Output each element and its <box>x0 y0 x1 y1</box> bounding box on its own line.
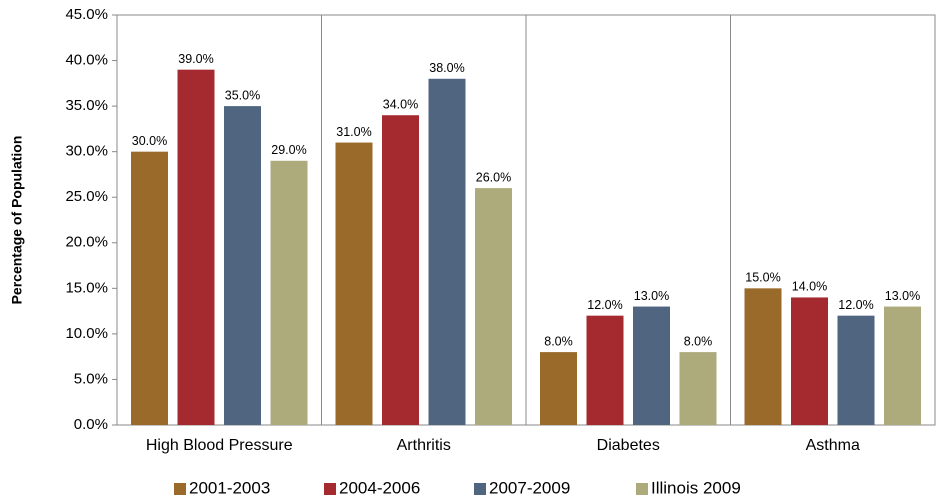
y-tick-label: 25.0% <box>65 188 108 205</box>
bar <box>679 352 717 425</box>
bar <box>382 115 419 425</box>
y-tick-label: 0.0% <box>74 416 108 433</box>
value-label: 38.0% <box>429 61 464 75</box>
bar <box>633 306 670 425</box>
bar <box>177 69 215 426</box>
y-tick-label: 45.0% <box>65 6 108 23</box>
value-label: 39.0% <box>178 52 213 66</box>
bar <box>586 315 624 425</box>
bar <box>744 288 782 425</box>
value-label: 26.0% <box>476 170 511 184</box>
y-tick-label: 35.0% <box>65 97 108 114</box>
x-tick-label: Arthritis <box>397 437 451 454</box>
bar <box>131 151 168 425</box>
y-tick-label: 30.0% <box>65 143 108 160</box>
y-axis-label: Percentage of Population <box>9 136 25 305</box>
value-label: 35.0% <box>225 88 260 102</box>
legend-label: 2007-2009 <box>489 478 570 497</box>
bar <box>540 352 577 425</box>
x-tick-label: Diabetes <box>597 437 660 454</box>
value-label: 29.0% <box>271 143 306 157</box>
legend-label: 2001-2003 <box>189 478 270 497</box>
value-label: 30.0% <box>132 134 167 148</box>
bar <box>884 306 921 425</box>
legend-swatch <box>324 483 336 495</box>
y-tick-label: 20.0% <box>65 234 108 251</box>
legend-label: 2004-2006 <box>339 478 420 497</box>
y-tick-label: 15.0% <box>65 279 108 296</box>
value-label: 8.0% <box>684 334 713 348</box>
value-label: 34.0% <box>383 98 418 112</box>
value-label: 15.0% <box>745 271 780 285</box>
value-label: 31.0% <box>336 125 371 139</box>
bar <box>270 160 308 425</box>
value-label: 8.0% <box>544 334 573 348</box>
y-tick-label: 5.0% <box>74 370 108 387</box>
bar <box>837 315 875 425</box>
legend-swatch <box>174 483 186 495</box>
value-label: 12.0% <box>587 298 622 312</box>
legend-label: Illinois 2009 <box>651 478 741 497</box>
bar <box>224 106 261 425</box>
bar <box>791 297 828 425</box>
y-tick-label: 40.0% <box>65 52 108 69</box>
x-tick-label: Asthma <box>806 437 860 454</box>
bar <box>335 142 373 426</box>
value-label: 13.0% <box>885 289 920 303</box>
value-label: 14.0% <box>792 280 827 294</box>
bar <box>475 188 512 425</box>
x-tick-label: High Blood Pressure <box>146 437 293 454</box>
value-label: 13.0% <box>634 289 669 303</box>
y-tick-label: 10.0% <box>65 325 108 342</box>
bar <box>428 78 466 426</box>
legend-swatch <box>636 483 648 495</box>
legend-swatch <box>474 483 486 495</box>
value-label: 12.0% <box>838 298 873 312</box>
